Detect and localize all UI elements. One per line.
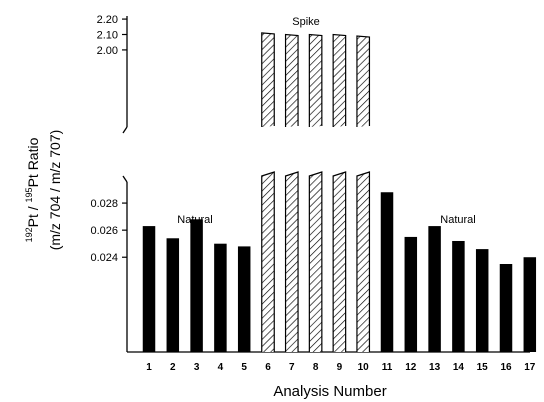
bar-6-lower bbox=[261, 171, 275, 352]
bar-5 bbox=[237, 246, 251, 352]
spike-annotation: Spike bbox=[292, 16, 320, 28]
natural-right-annotation: Natural bbox=[440, 214, 475, 226]
bar-13 bbox=[428, 226, 441, 352]
x-tick-label-5: 5 bbox=[241, 362, 247, 373]
bar-16 bbox=[499, 264, 513, 352]
bar-9-lower bbox=[332, 171, 347, 352]
y-axis-break-upper bbox=[122, 126, 128, 134]
bar-14 bbox=[452, 240, 465, 352]
x-tick-label-8: 8 bbox=[313, 362, 319, 373]
bar-8-lower bbox=[308, 171, 323, 352]
y-axis-title-sup2: 195 bbox=[24, 187, 34, 202]
y-axis-title-line2: (m/z 704 / m/z 707) bbox=[47, 130, 63, 251]
bar-9-upper bbox=[332, 33, 347, 127]
x-tick-label-10: 10 bbox=[358, 362, 370, 373]
bar-10-lower bbox=[356, 171, 371, 352]
bar-4 bbox=[214, 243, 227, 352]
bar-11 bbox=[380, 192, 394, 352]
x-tick-label-7: 7 bbox=[289, 362, 295, 373]
bars bbox=[142, 32, 537, 352]
x-axis-title: Analysis Number bbox=[273, 383, 386, 400]
x-tick-label-15: 15 bbox=[477, 362, 489, 373]
x-tick-labels: 1 2 3 4 5 6 7 8 9 10 11 12 13 14 15 16 17 bbox=[146, 362, 536, 373]
x-tick-label-12: 12 bbox=[405, 362, 417, 373]
y-axis-title: 192Pt / 195Pt Ratio (m/z 704 / m/z 707) bbox=[24, 130, 63, 251]
y-tick-upper-2-label: 2.00 bbox=[97, 45, 118, 57]
bar-10-upper bbox=[356, 35, 371, 127]
x-tick-label-9: 9 bbox=[337, 362, 343, 373]
x-tick-label-17: 17 bbox=[524, 362, 536, 373]
bar-12 bbox=[404, 236, 418, 352]
y-tick-lower-0-label: 0.028 bbox=[90, 198, 118, 210]
y-tick-upper-0-label: 2.20 bbox=[97, 14, 118, 26]
bar-6-upper bbox=[261, 32, 275, 127]
bar-2 bbox=[166, 238, 180, 352]
bar-8-upper bbox=[308, 33, 323, 127]
x-tick-label-16: 16 bbox=[500, 362, 512, 373]
y-tick-upper-1-label: 2.10 bbox=[97, 30, 118, 42]
bar-3 bbox=[190, 219, 203, 352]
y-ticks: 2.20 2.10 2.00 0.028 0.026 0.024 bbox=[90, 14, 127, 264]
y-axis-title-part1: Pt / bbox=[25, 202, 41, 227]
y-tick-lower-1-label: 0.026 bbox=[90, 225, 118, 237]
x-tick-label-6: 6 bbox=[265, 362, 271, 373]
y-axis-title-part2: Pt Ratio bbox=[25, 137, 41, 187]
bar-1 bbox=[142, 226, 156, 352]
bar-17 bbox=[523, 257, 537, 352]
x-tick-label-13: 13 bbox=[429, 362, 441, 373]
y-axis bbox=[122, 16, 128, 352]
x-tick-label-2: 2 bbox=[170, 362, 176, 373]
bar-7-upper bbox=[284, 33, 299, 127]
x-tick-label-4: 4 bbox=[218, 362, 224, 373]
y-axis-title-line1: 192Pt / 195Pt Ratio bbox=[24, 137, 41, 242]
x-tick-label-1: 1 bbox=[146, 362, 152, 373]
bar-15 bbox=[475, 249, 489, 352]
natural-left-annotation: Natural bbox=[177, 214, 212, 226]
y-axis-title-sup1: 192 bbox=[24, 227, 34, 242]
x-tick-label-3: 3 bbox=[194, 362, 200, 373]
x-tick-label-11: 11 bbox=[382, 362, 393, 373]
bar-7-lower bbox=[284, 171, 299, 352]
y-tick-lower-2-label: 0.024 bbox=[90, 252, 118, 264]
y-axis-break-lower bbox=[122, 175, 128, 183]
x-tick-label-14: 14 bbox=[453, 362, 465, 373]
